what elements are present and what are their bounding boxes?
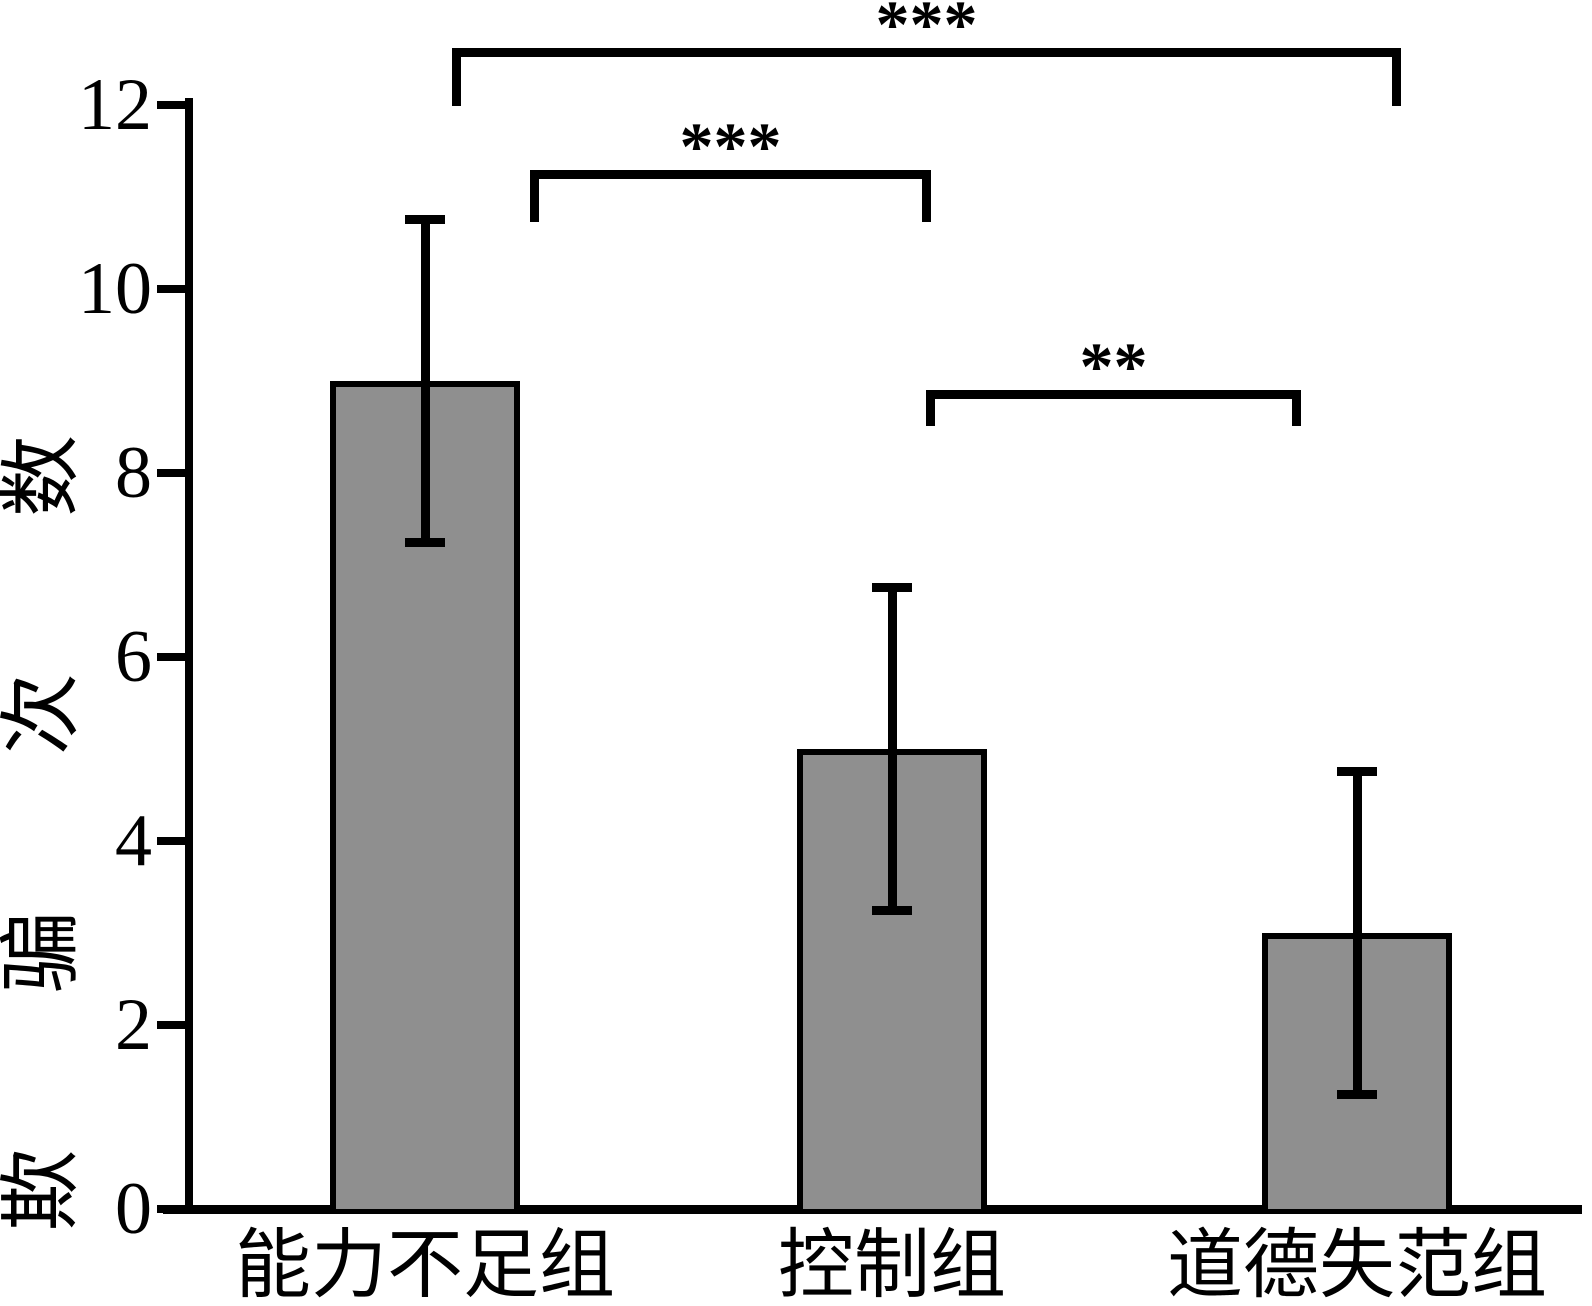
bar <box>797 749 987 1209</box>
significance-bracket <box>926 390 1301 426</box>
y-tick-label: 0 <box>115 1168 152 1250</box>
y-tick-label: 8 <box>115 432 152 514</box>
y-tick-mark <box>157 285 185 293</box>
y-tick-label: 2 <box>115 984 152 1066</box>
error-cap-bottom <box>405 538 445 548</box>
y-tick-mark <box>157 1021 185 1029</box>
y-tick-label: 12 <box>78 64 152 146</box>
y-tick-label: 10 <box>78 248 152 330</box>
significance-label: *** <box>875 0 978 62</box>
error-cap-top <box>1337 766 1377 776</box>
x-category-label: 道德失范组 <box>1167 1224 1547 1306</box>
y-tick-mark <box>157 101 185 109</box>
error-cap-bottom <box>872 906 912 916</box>
x-axis-line <box>163 1205 1582 1214</box>
y-axis-line <box>185 98 193 1211</box>
y-tick-mark <box>157 1205 185 1213</box>
significance-bracket <box>452 48 1401 106</box>
error-cap-top <box>405 214 445 224</box>
bar-error-whisker <box>1352 771 1362 1095</box>
y-tick-mark <box>157 837 185 845</box>
y-tick-label: 6 <box>115 616 152 698</box>
error-cap-top <box>872 582 912 592</box>
x-category-label: 控制组 <box>778 1224 1006 1306</box>
significance-label: ** <box>1079 328 1148 404</box>
error-cap-bottom <box>1337 1090 1377 1100</box>
y-axis-title: 欺骗次数 <box>0 278 87 1232</box>
bar-error-whisker <box>887 587 897 911</box>
x-category-label: 能力不足组 <box>235 1224 615 1306</box>
y-tick-mark <box>157 469 185 477</box>
y-tick-mark <box>157 653 185 661</box>
bar-error-whisker <box>420 219 430 543</box>
significance-bracket <box>530 170 931 222</box>
significance-label: *** <box>679 108 782 184</box>
y-tick-label: 4 <box>115 800 152 882</box>
